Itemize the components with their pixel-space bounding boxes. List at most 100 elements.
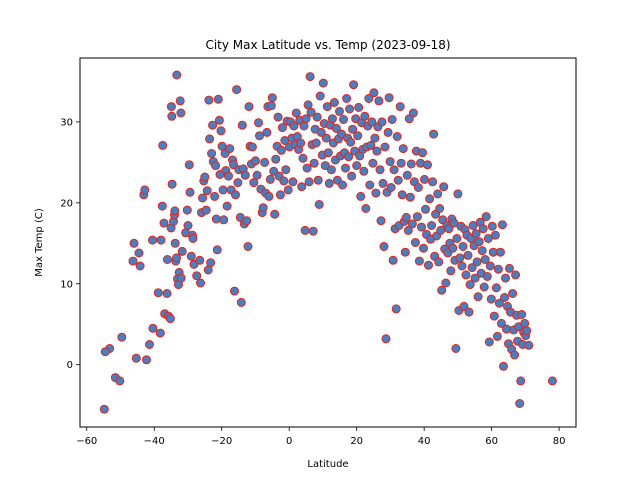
data-point bbox=[188, 234, 198, 243]
data-point bbox=[156, 235, 166, 245]
data-point bbox=[465, 280, 475, 290]
data-point bbox=[335, 106, 344, 116]
data-point bbox=[405, 192, 415, 202]
data-point bbox=[134, 248, 144, 258]
data-point bbox=[158, 140, 168, 150]
data-point bbox=[474, 237, 484, 247]
data-point bbox=[264, 191, 274, 201]
data-point bbox=[444, 224, 454, 234]
data-point bbox=[331, 123, 341, 133]
data-point bbox=[135, 261, 145, 271]
data-point bbox=[233, 178, 243, 188]
data-point bbox=[473, 292, 483, 302]
data-point bbox=[458, 242, 468, 251]
data-point bbox=[392, 132, 402, 141]
data-point bbox=[500, 293, 509, 302]
data-point bbox=[153, 288, 163, 298]
data-point bbox=[236, 297, 246, 307]
data-point bbox=[322, 102, 332, 112]
data-point bbox=[204, 95, 214, 105]
data-point bbox=[365, 180, 375, 190]
data-point bbox=[165, 314, 175, 324]
data-point bbox=[448, 243, 458, 253]
x-tick-label: 40 bbox=[418, 436, 431, 447]
data-point bbox=[244, 102, 254, 112]
data-point bbox=[397, 190, 407, 200]
data-point bbox=[183, 221, 193, 230]
data-point bbox=[182, 205, 192, 215]
data-point bbox=[213, 94, 223, 104]
data-point bbox=[354, 102, 364, 112]
data-point bbox=[369, 88, 379, 98]
data-point bbox=[329, 98, 339, 107]
data-point bbox=[380, 142, 390, 152]
data-point bbox=[480, 255, 490, 264]
data-point bbox=[349, 80, 359, 90]
x-tick-label: 80 bbox=[553, 436, 566, 447]
data-point bbox=[300, 225, 310, 235]
data-point bbox=[145, 340, 154, 349]
data-point bbox=[547, 376, 557, 386]
data-point bbox=[170, 206, 180, 216]
data-point bbox=[162, 289, 172, 298]
data-point bbox=[255, 131, 264, 141]
data-point bbox=[352, 161, 362, 171]
data-point bbox=[386, 183, 396, 192]
data-point bbox=[490, 230, 500, 240]
data-point bbox=[260, 157, 270, 167]
data-point bbox=[388, 255, 398, 265]
data-point bbox=[441, 278, 451, 288]
data-point bbox=[159, 218, 169, 228]
data-point bbox=[148, 323, 158, 333]
data-point bbox=[414, 256, 424, 266]
data-point bbox=[275, 190, 285, 200]
data-point bbox=[128, 256, 138, 266]
data-point bbox=[413, 183, 423, 192]
y-axis-label: Max Temp (C) bbox=[34, 208, 45, 277]
data-point bbox=[402, 170, 412, 180]
data-point bbox=[252, 170, 262, 180]
data-point bbox=[203, 265, 213, 275]
data-point bbox=[508, 289, 518, 298]
data-point bbox=[167, 179, 177, 189]
data-point bbox=[484, 337, 494, 347]
data-point bbox=[288, 177, 298, 187]
data-point bbox=[478, 224, 488, 234]
data-point bbox=[337, 129, 346, 139]
data-point bbox=[485, 261, 495, 271]
data-point bbox=[315, 91, 325, 101]
data-point bbox=[367, 117, 377, 127]
data-point bbox=[418, 148, 427, 158]
data-point bbox=[344, 152, 354, 162]
data-point bbox=[383, 127, 393, 137]
data-point bbox=[240, 170, 250, 180]
data-point bbox=[177, 246, 187, 256]
data-point bbox=[230, 286, 239, 296]
data-point bbox=[281, 165, 291, 175]
data-point bbox=[376, 216, 386, 226]
data-point bbox=[318, 78, 328, 88]
data-point bbox=[196, 278, 205, 288]
chart-title: City Max Latitude vs. Temp (2023-09-18) bbox=[205, 38, 450, 52]
data-point bbox=[496, 318, 506, 328]
data-point bbox=[115, 376, 125, 386]
data-point bbox=[434, 257, 444, 267]
data-point bbox=[265, 174, 275, 184]
data-point bbox=[311, 138, 321, 148]
data-point bbox=[511, 270, 521, 280]
data-point bbox=[99, 404, 109, 414]
x-tick-label: −60 bbox=[76, 436, 97, 447]
data-point bbox=[410, 238, 420, 247]
data-point bbox=[271, 154, 281, 164]
data-point bbox=[391, 304, 401, 314]
data-point bbox=[162, 255, 172, 264]
data-point bbox=[205, 134, 215, 144]
data-point bbox=[439, 182, 449, 192]
data-point bbox=[302, 163, 312, 173]
data-point bbox=[100, 347, 110, 357]
data-point bbox=[167, 111, 177, 121]
data-point bbox=[492, 331, 502, 341]
data-point bbox=[210, 191, 220, 201]
data-point bbox=[301, 114, 311, 124]
data-point bbox=[192, 271, 202, 281]
